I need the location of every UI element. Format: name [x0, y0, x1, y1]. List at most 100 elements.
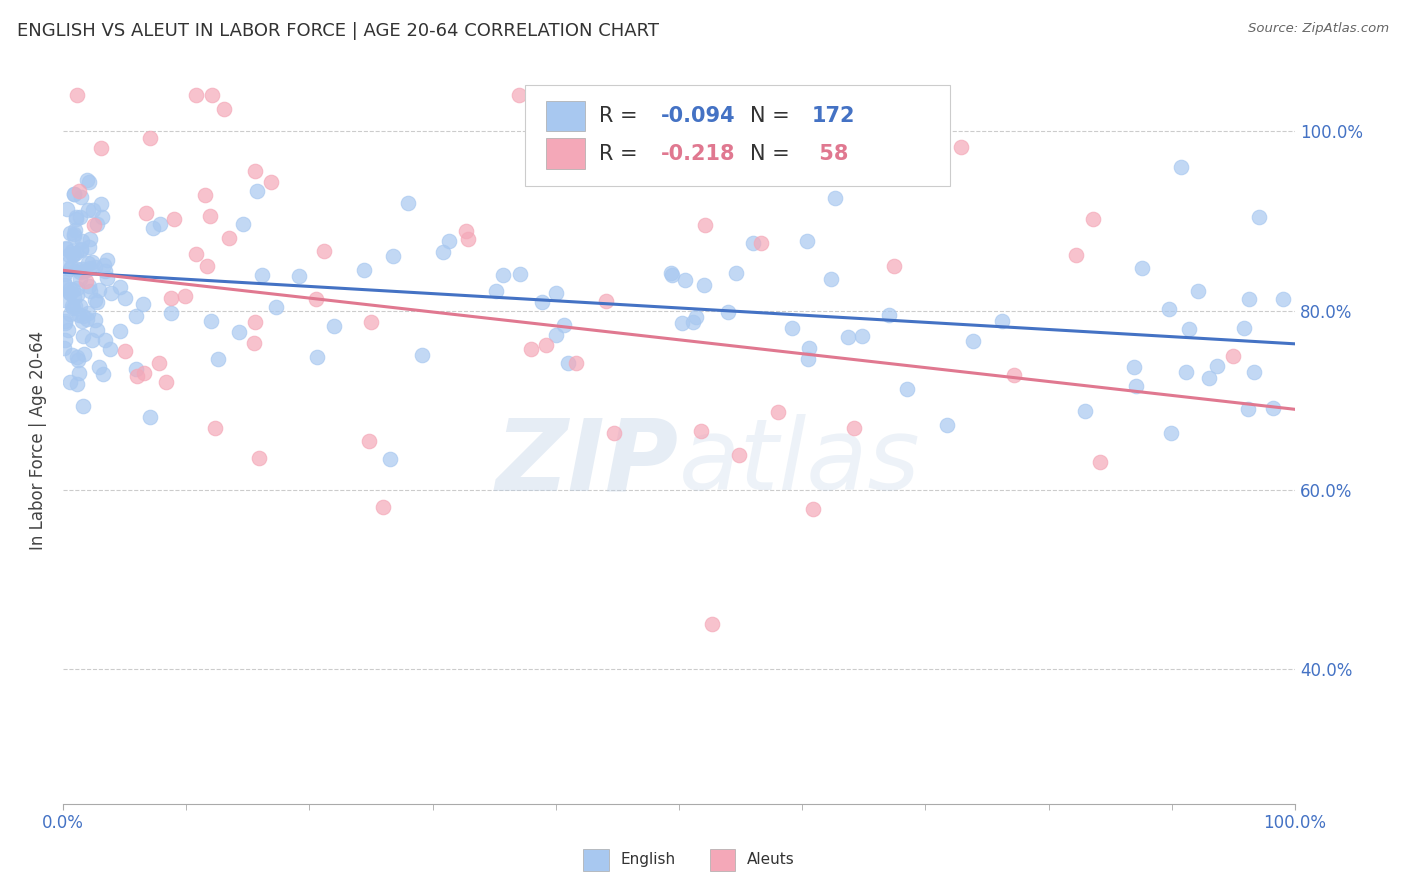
Point [56, 202, 79, 217]
Point [62, 248, 84, 262]
Text: ENGLISH VS ALEUT IN LABOR FORCE | AGE 20-64 CORRELATION CHART: ENGLISH VS ALEUT IN LABOR FORCE | AGE 20… [17, 22, 659, 40]
Point [174, 289, 197, 303]
Point [82, 334, 104, 348]
Point [69, 190, 91, 204]
Point [69, 299, 91, 313]
Point [77, 256, 100, 270]
Point [520, 342, 543, 356]
Point [149, 218, 172, 232]
Text: 58: 58 [813, 144, 848, 164]
Point [896, 383, 918, 397]
Point [232, 217, 254, 231]
Point [842, 420, 865, 434]
Point [160, 291, 183, 305]
Point [94, 333, 117, 347]
Point [80, 255, 103, 269]
Point [93, 367, 115, 381]
Text: R =: R = [599, 106, 644, 126]
Point [741, 236, 763, 251]
Point [69, 272, 91, 286]
Point [288, 268, 311, 283]
Point [59, 286, 82, 301]
Point [693, 277, 716, 292]
Point [186, 246, 208, 260]
Point [66, 281, 89, 295]
Y-axis label: In Labor Force | Age 20-64: In Labor Force | Age 20-64 [30, 331, 46, 550]
Point [1002, 368, 1025, 383]
Point [55, 278, 77, 293]
Point [534, 337, 557, 351]
Point [741, 145, 763, 160]
Point [353, 263, 375, 277]
Point [72, 399, 94, 413]
Point [142, 221, 165, 235]
Point [950, 140, 973, 154]
Point [682, 314, 704, 328]
Point [492, 268, 515, 283]
Point [87, 359, 110, 374]
Text: ZIP: ZIP [496, 414, 679, 511]
Point [797, 341, 820, 355]
Text: -0.094: -0.094 [661, 106, 735, 126]
Point [90, 141, 112, 155]
Point [83, 313, 105, 327]
Point [63, 223, 86, 237]
Point [1064, 248, 1087, 262]
Point [1237, 292, 1260, 306]
Point [67, 366, 90, 380]
Point [62, 283, 84, 297]
Point [93, 258, 115, 272]
Point [66, 262, 89, 277]
Point [67, 184, 90, 198]
Point [89, 197, 111, 211]
Point [702, 617, 724, 632]
Point [824, 191, 846, 205]
Point [83, 293, 105, 308]
Point [94, 264, 117, 278]
Point [69, 242, 91, 256]
Point [565, 355, 588, 369]
Point [79, 232, 101, 246]
Point [65, 245, 87, 260]
Point [796, 351, 818, 366]
Point [877, 308, 900, 322]
Point [108, 280, 131, 294]
Point [243, 336, 266, 351]
Point [66, 350, 89, 364]
Point [305, 350, 328, 364]
Point [304, 292, 326, 306]
Point [314, 244, 336, 259]
Point [65, 210, 87, 224]
Text: Aleuts: Aleuts [747, 853, 794, 867]
Point [70, 234, 93, 248]
Point [77, 203, 100, 218]
Point [73, 264, 96, 278]
Point [58, 248, 80, 262]
Point [796, 234, 818, 248]
Text: -0.218: -0.218 [661, 144, 735, 164]
Point [139, 130, 162, 145]
Point [53, 293, 76, 308]
Point [1170, 161, 1192, 175]
Point [437, 234, 460, 248]
Point [260, 175, 283, 189]
Point [194, 187, 217, 202]
Point [690, 424, 713, 438]
Point [186, 88, 208, 103]
Point [454, 224, 477, 238]
Point [76, 172, 98, 186]
Point [63, 299, 86, 313]
Point [485, 284, 508, 298]
Point [1074, 404, 1097, 418]
Point [56, 323, 79, 337]
Point [53, 341, 76, 355]
Point [661, 268, 683, 282]
Point [77, 240, 100, 254]
Point [96, 271, 118, 285]
Point [602, 425, 624, 440]
Point [432, 245, 454, 260]
Point [207, 352, 229, 367]
Point [544, 285, 567, 300]
FancyBboxPatch shape [524, 85, 950, 186]
Point [1247, 210, 1270, 224]
